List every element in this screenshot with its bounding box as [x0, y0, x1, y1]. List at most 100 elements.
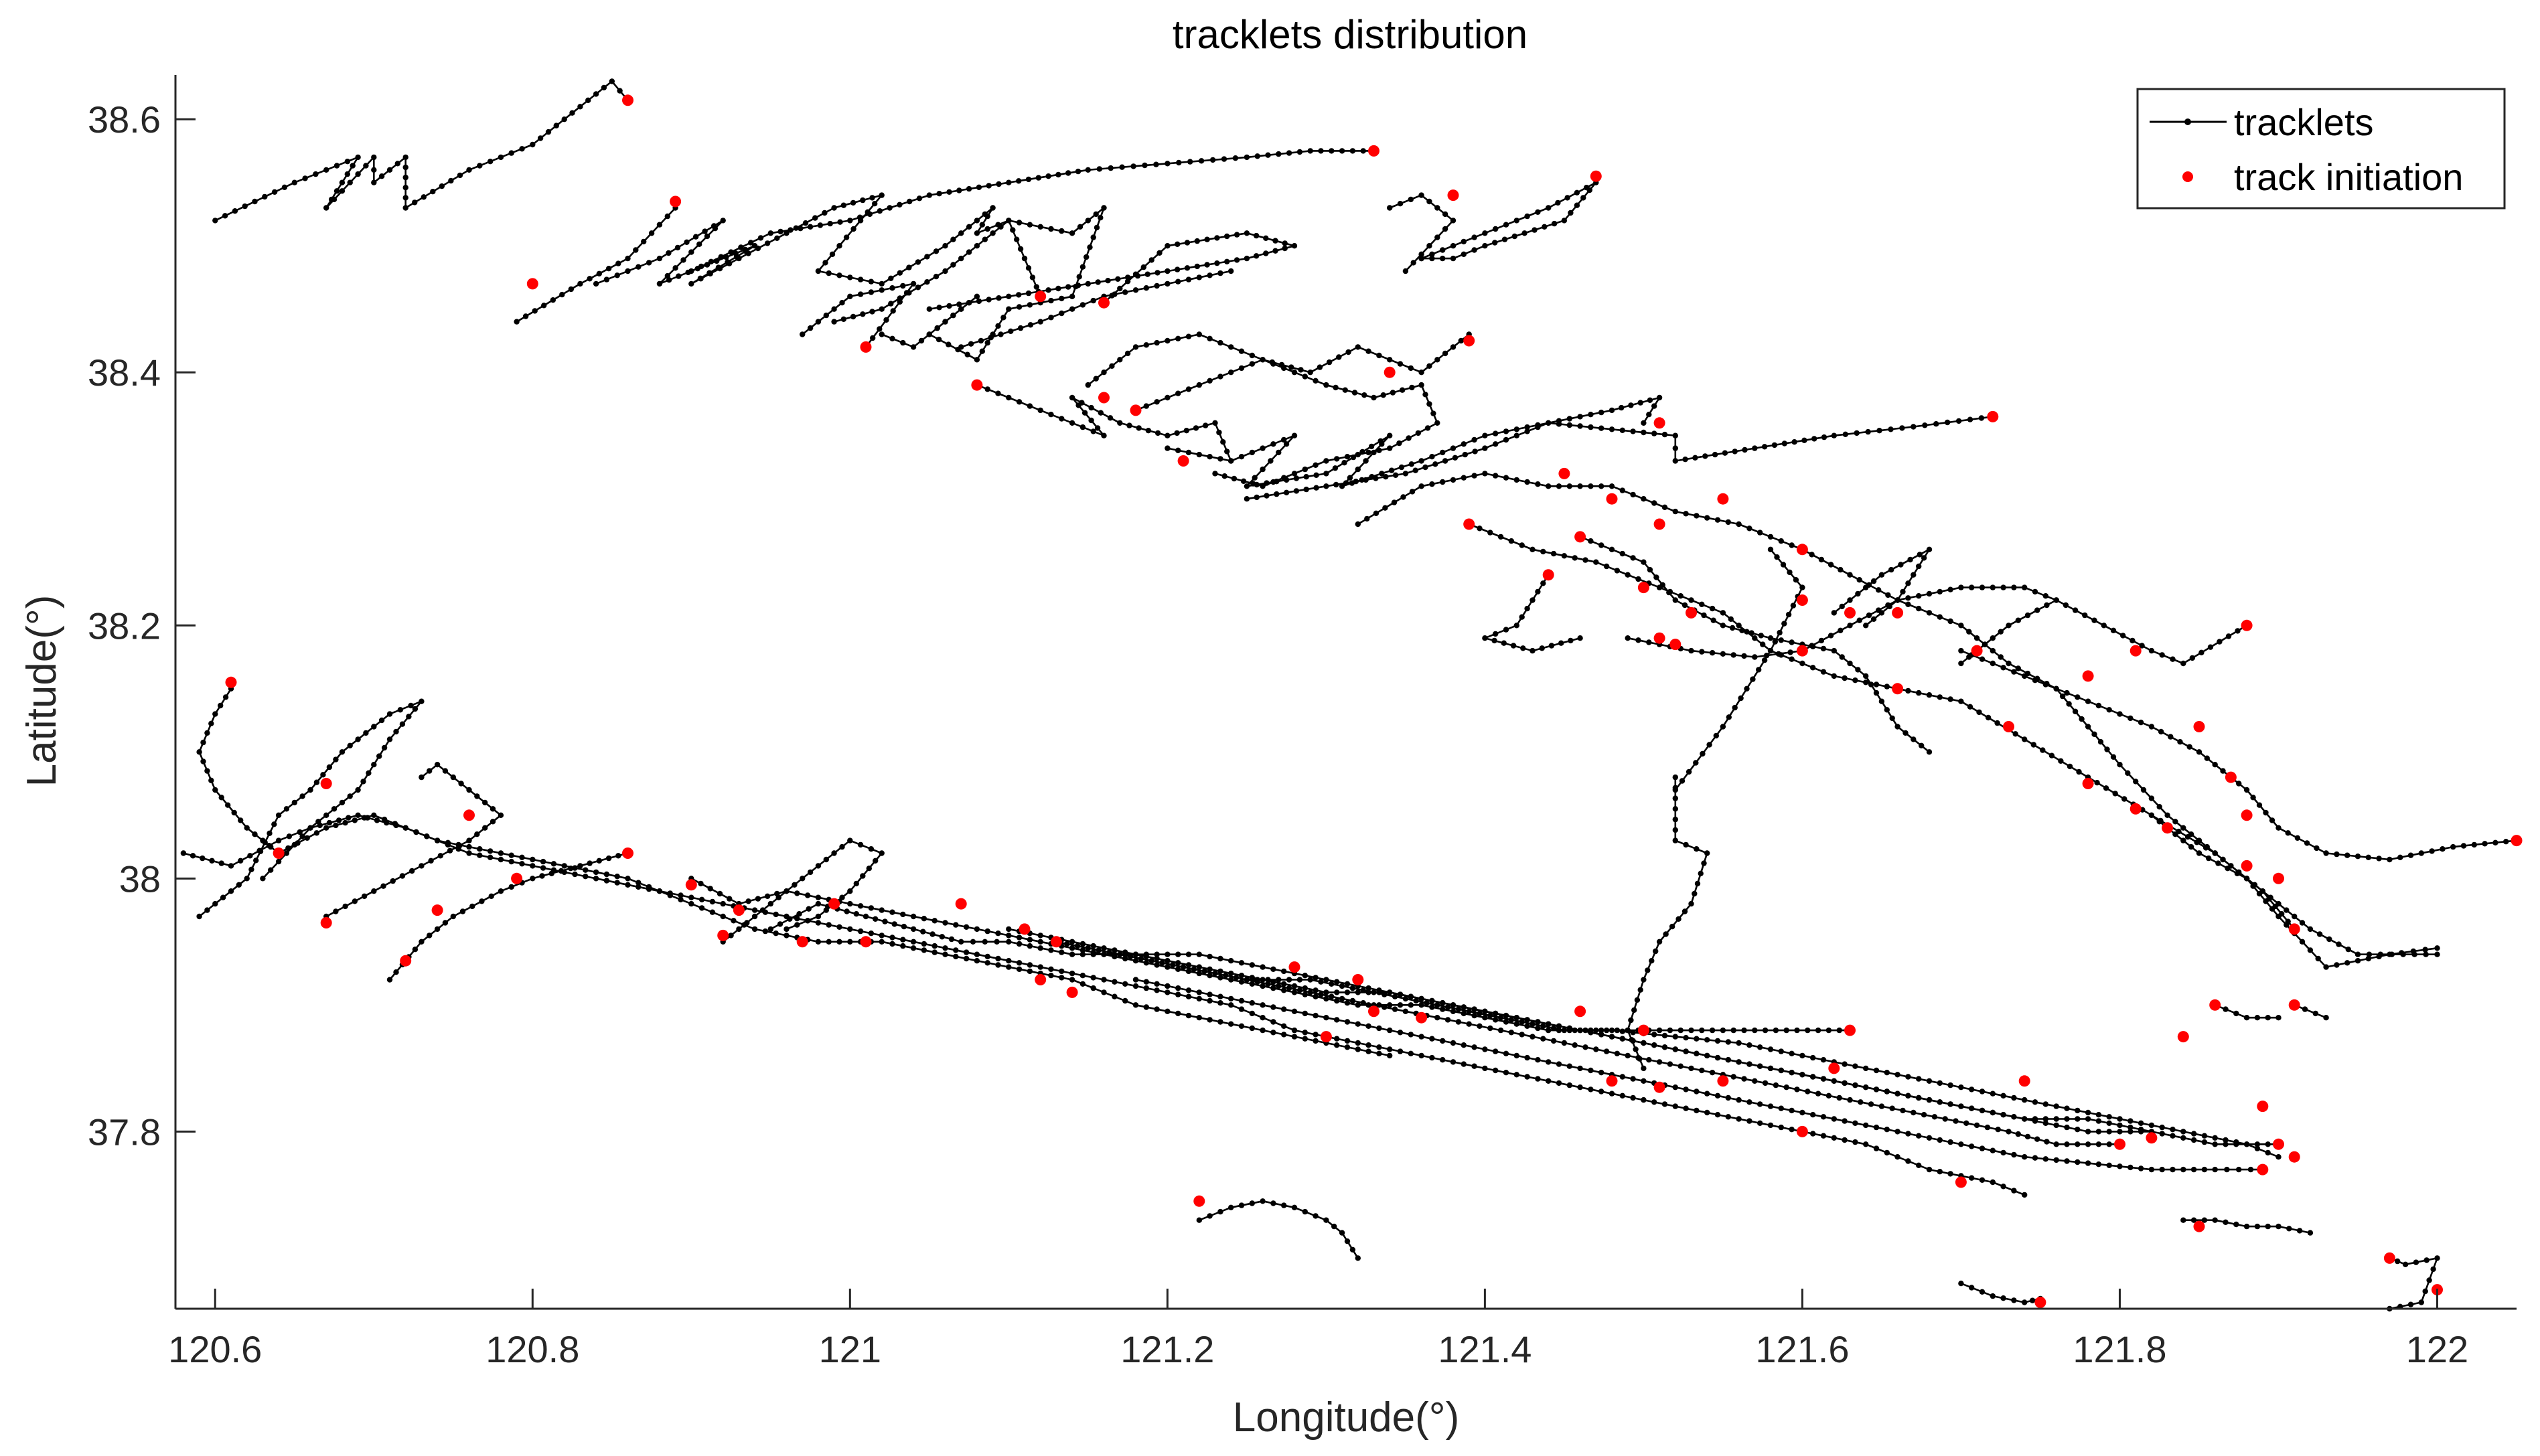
tracklet-point	[1884, 683, 1890, 690]
tracklet-point	[1712, 451, 1718, 458]
tracklet-point	[1847, 623, 1853, 629]
tracklet-point	[950, 312, 956, 319]
tracklet-point	[934, 325, 940, 331]
tracklet	[2148, 812, 2440, 970]
tracklet-point	[1349, 985, 1356, 991]
tracklet-point	[1281, 436, 1287, 443]
tracklet-point	[1661, 1044, 1668, 1050]
tracklet-point	[307, 825, 313, 831]
tracklet-point	[1079, 951, 1086, 957]
tracklet-point	[1440, 479, 1446, 485]
tracklet-point	[990, 230, 996, 236]
tracklet-point	[1000, 315, 1006, 321]
tracklet-point	[2053, 1103, 2059, 1109]
tracklet-point	[910, 939, 917, 945]
tracklet-point	[1371, 989, 1377, 995]
tracklet-point	[419, 863, 425, 869]
tracklet-point	[1204, 262, 1210, 268]
tracklet	[196, 698, 425, 920]
tracklet-point	[1048, 966, 1054, 973]
tracklet-point	[707, 270, 713, 276]
tracklet-point	[2022, 1116, 2028, 1122]
tracklet-point	[1291, 243, 1298, 249]
y-axis-label: Latitude(°)	[19, 595, 65, 787]
tracklet-point	[2022, 736, 2028, 742]
tracklet-point	[924, 254, 930, 260]
tracklet-point	[1694, 880, 1701, 887]
tracklet-point	[1863, 673, 1869, 679]
tracklet-point	[1958, 1103, 1964, 1109]
tracklet-point	[1207, 454, 1213, 460]
tracklet-point	[1283, 441, 1290, 447]
tracklet-point	[1625, 635, 1631, 641]
tracklet-point	[434, 837, 441, 843]
tracklet-point	[1821, 434, 1827, 440]
tracklet-point	[1238, 979, 1245, 985]
tracklet-point	[783, 926, 790, 933]
tracklet-point	[1059, 310, 1065, 317]
tracklet-point	[2275, 1154, 2282, 1160]
tracklet-point	[1207, 966, 1213, 973]
track-initiation-point	[1606, 1075, 1618, 1087]
tracklet-point	[1704, 1090, 1710, 1097]
tracklet-point	[1694, 1050, 1700, 1057]
tracklet-point	[1045, 173, 1051, 179]
tracklet-point	[1694, 1036, 1700, 1042]
tracklet-point	[1207, 335, 1213, 341]
tracklet-point	[1641, 977, 1647, 983]
tracklet-point	[984, 213, 990, 220]
tracklet-point	[1979, 584, 1986, 590]
tracklet	[974, 382, 1234, 464]
tracklet-point	[218, 795, 224, 801]
tracklet-point	[1027, 962, 1033, 968]
tracklet-point	[1175, 960, 1181, 966]
tracklet-point	[2186, 744, 2192, 750]
tracklet-point	[1876, 428, 1882, 434]
tracklet-point	[847, 218, 853, 224]
tracklet-point	[1344, 1000, 1351, 1006]
tracklet-point	[1588, 1086, 1594, 1093]
tracklet-point	[1059, 975, 1065, 981]
tracklet-point	[958, 306, 964, 312]
tracklet-point	[1260, 1198, 1266, 1204]
tracklet-point	[798, 226, 804, 232]
tracklet-point	[1281, 1023, 1287, 1030]
tracklet-point	[1397, 1002, 1404, 1008]
tracklet-point	[2430, 1266, 2436, 1273]
tracklet-point	[1672, 1084, 1678, 1090]
tracklet-point	[1185, 987, 1192, 993]
tracklet-point	[933, 248, 940, 254]
tracklet-point	[1556, 1061, 1562, 1067]
tracklet-point	[1693, 760, 1699, 766]
tracklet-point	[1641, 1040, 1647, 1046]
tracklet-point	[1313, 1213, 1319, 1219]
tracklet-point	[1775, 651, 1782, 657]
track-initiation-point	[2193, 1220, 2205, 1232]
tracklet-point	[1653, 948, 1659, 955]
tracklet-point	[2095, 1141, 2102, 1147]
tracklet-point	[2127, 1124, 2134, 1131]
tracklet-point	[1224, 258, 1230, 264]
tracklet-point	[1127, 953, 1134, 960]
tracklet-point	[1185, 993, 1192, 999]
tracklet-point	[439, 183, 445, 189]
tracklet-point	[774, 235, 780, 241]
tracklet-point	[605, 266, 612, 272]
tracklet-point	[1333, 481, 1339, 488]
tracklet-point	[1462, 451, 1468, 458]
tracklet-point	[1059, 968, 1065, 975]
tracklet-point	[1154, 282, 1160, 289]
tracklet-point	[1767, 635, 1774, 641]
tracklet-point	[614, 272, 620, 278]
tracklet-point	[313, 171, 319, 177]
tracklet-point	[1365, 348, 1371, 354]
tracklet-point	[2202, 845, 2209, 851]
tracklet-point	[1440, 247, 1446, 253]
tracklet-point	[897, 201, 903, 208]
tracklet-point	[561, 116, 567, 123]
x-tick-label: 121.8	[2073, 1328, 2166, 1370]
tracklet-point	[2180, 1166, 2186, 1173]
tracklet-point	[1291, 1204, 1298, 1211]
tracklet-point	[268, 843, 274, 850]
tracklet-point	[745, 250, 751, 256]
